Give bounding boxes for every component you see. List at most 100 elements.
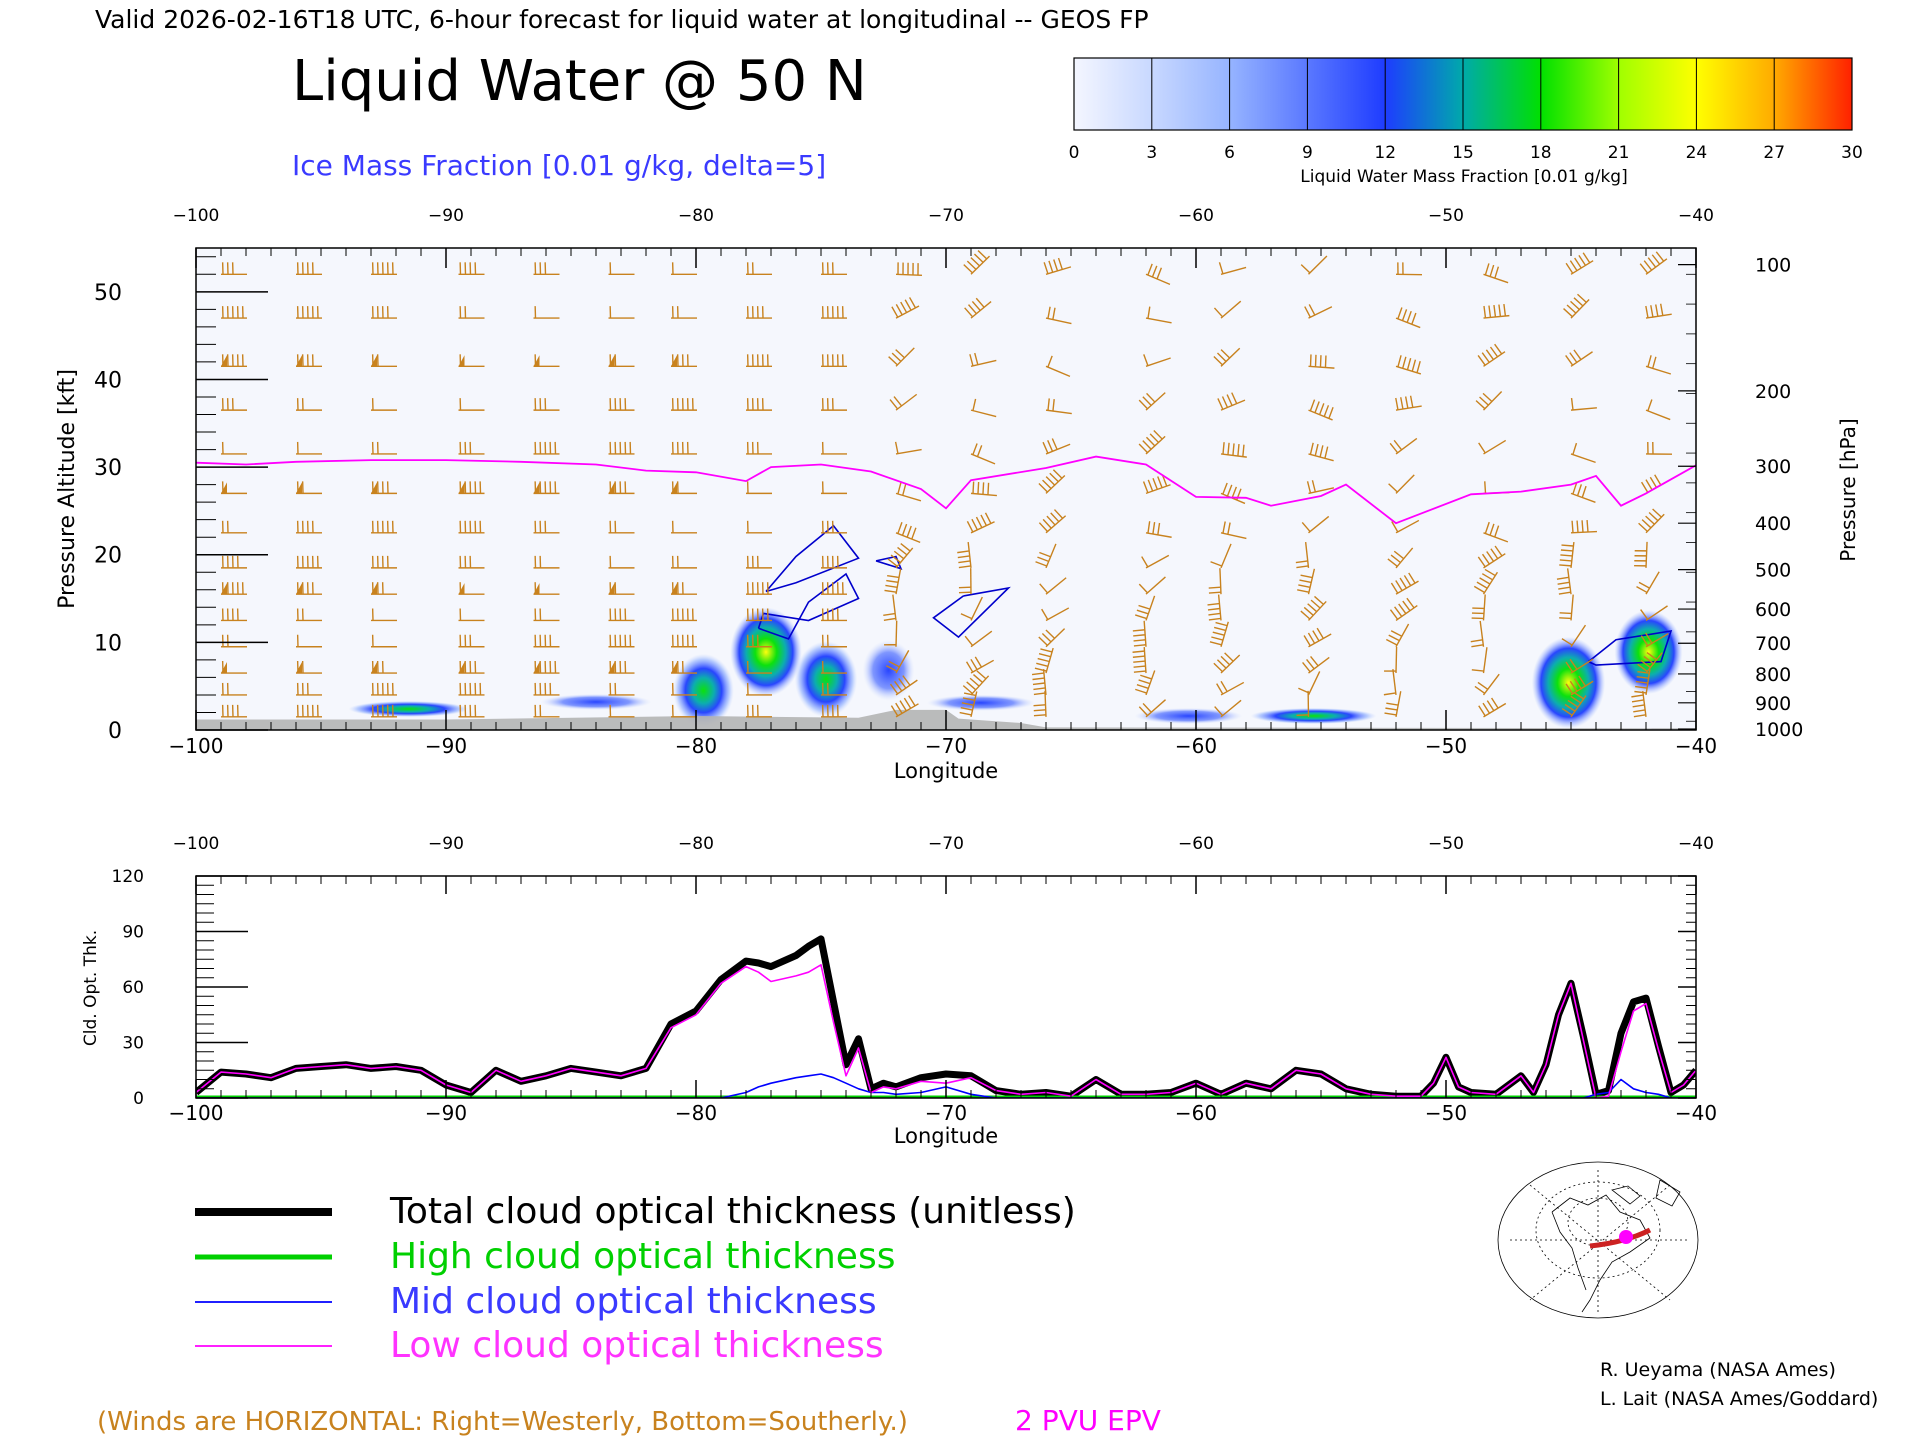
bottom-y-tick-label: 120 xyxy=(112,867,144,887)
wind-barb xyxy=(1391,519,1420,534)
pressure-tick-label: 700 xyxy=(1755,633,1791,655)
wind-barb xyxy=(1304,304,1333,319)
wind-barb xyxy=(533,398,560,411)
wind-barb xyxy=(1556,568,1572,595)
wind-barb xyxy=(960,596,983,621)
wind-barb xyxy=(608,262,635,275)
bottom-x-top-tick-label: −70 xyxy=(928,834,964,854)
wind-barb xyxy=(671,582,697,595)
colorbar-segment xyxy=(1463,58,1542,130)
wind-barb xyxy=(221,398,247,411)
wind-barb xyxy=(221,306,247,319)
wind-barb xyxy=(458,555,485,569)
wind-barb xyxy=(1045,355,1071,378)
wind-barb xyxy=(1145,263,1171,286)
wind-barb xyxy=(1563,293,1590,319)
wind-barb xyxy=(746,555,772,569)
wind-barb xyxy=(1389,437,1418,455)
wind-barb xyxy=(533,661,560,674)
wind-barb xyxy=(970,481,997,497)
wind-barb xyxy=(533,354,560,368)
wind-barb xyxy=(966,512,995,534)
wind-barb xyxy=(458,582,485,595)
wind-barb xyxy=(1390,572,1419,595)
bottom-y-tick-label: 60 xyxy=(122,978,144,998)
wind-barb xyxy=(1132,647,1147,674)
wind-barb xyxy=(533,306,560,319)
liquid-water-blob xyxy=(673,653,734,728)
wind-barb xyxy=(1634,669,1651,696)
wind-barb xyxy=(1634,541,1648,568)
wind-barb xyxy=(221,481,247,495)
wind-barb xyxy=(821,661,847,674)
panel-background xyxy=(196,248,1696,730)
wind-barb xyxy=(1565,349,1593,367)
liquid-water-blob xyxy=(348,700,469,717)
wind-barb xyxy=(1570,397,1597,411)
pressure-tick-label: 900 xyxy=(1755,693,1791,715)
wind-barb xyxy=(1042,438,1071,455)
wind-barb xyxy=(608,582,635,595)
y-tick-label: 10 xyxy=(94,631,122,656)
wind-barb xyxy=(1038,469,1066,494)
y-tick-label: 50 xyxy=(94,281,122,306)
wind-barb xyxy=(821,398,847,411)
wind-barb xyxy=(1295,541,1310,569)
legend-label-high: High cloud optical thickness xyxy=(390,1236,895,1277)
wind-barb xyxy=(1210,543,1232,569)
wind-barb xyxy=(1300,595,1327,621)
wind-barb xyxy=(889,393,918,411)
wind-barb xyxy=(608,441,635,455)
wind-barb xyxy=(296,661,322,674)
wind-barb xyxy=(1145,306,1172,324)
wind-barb xyxy=(1217,392,1246,411)
wind-barb xyxy=(1478,697,1507,718)
wind-barb xyxy=(1570,519,1598,534)
wind-barb xyxy=(1384,647,1398,674)
pressure-tick-label: 600 xyxy=(1755,599,1791,621)
wind-barb xyxy=(1395,355,1422,375)
wind-barb xyxy=(884,568,902,595)
wind-barb xyxy=(1395,262,1423,276)
wind-barb xyxy=(1035,543,1057,569)
wind-barb xyxy=(533,704,560,718)
page-title: Liquid Water @ 50 N xyxy=(292,49,867,114)
wind-barb xyxy=(962,670,990,696)
wind-barb xyxy=(883,594,897,621)
wind-barb xyxy=(821,682,847,696)
wind-barb xyxy=(458,608,485,622)
wind-barb xyxy=(671,398,697,411)
wind-barb xyxy=(1142,474,1171,495)
colorbar-tick-label: 30 xyxy=(1841,143,1863,163)
wind-barb xyxy=(296,704,322,718)
wind-barb xyxy=(821,262,847,275)
wind-barb xyxy=(371,398,397,411)
y-axis-title: Pressure Altitude [kft] xyxy=(55,369,80,609)
wind-barb xyxy=(1561,624,1587,648)
wind-barb xyxy=(221,682,247,696)
wind-barb xyxy=(1483,304,1510,319)
wind-barb xyxy=(821,582,847,595)
wind-barb xyxy=(608,520,635,534)
wind-barb xyxy=(1559,541,1575,568)
colorbar-tick-label: 12 xyxy=(1374,143,1396,163)
colorbar-tick-label: 3 xyxy=(1146,143,1157,163)
wind-barb xyxy=(371,682,397,696)
bottom-x-top-tick-label: −100 xyxy=(173,834,220,854)
wind-barb xyxy=(371,306,397,319)
ice-contour xyxy=(932,586,1011,639)
x-tick-label: −100 xyxy=(169,734,224,758)
wind-barb xyxy=(1473,568,1499,595)
wind-barb xyxy=(221,520,247,534)
legend-label-low: Low cloud optical thickness xyxy=(390,1325,884,1366)
wind-barb xyxy=(296,555,322,569)
wind-barb xyxy=(458,661,485,674)
wind-barb xyxy=(746,481,772,495)
wind-barb xyxy=(296,682,322,696)
wind-barb xyxy=(1033,690,1047,717)
wind-barb xyxy=(1471,647,1488,674)
wind-barb xyxy=(1483,263,1509,284)
wind-barb xyxy=(296,481,322,495)
wind-barb xyxy=(970,443,996,465)
liquid-water-blob xyxy=(1531,636,1606,729)
